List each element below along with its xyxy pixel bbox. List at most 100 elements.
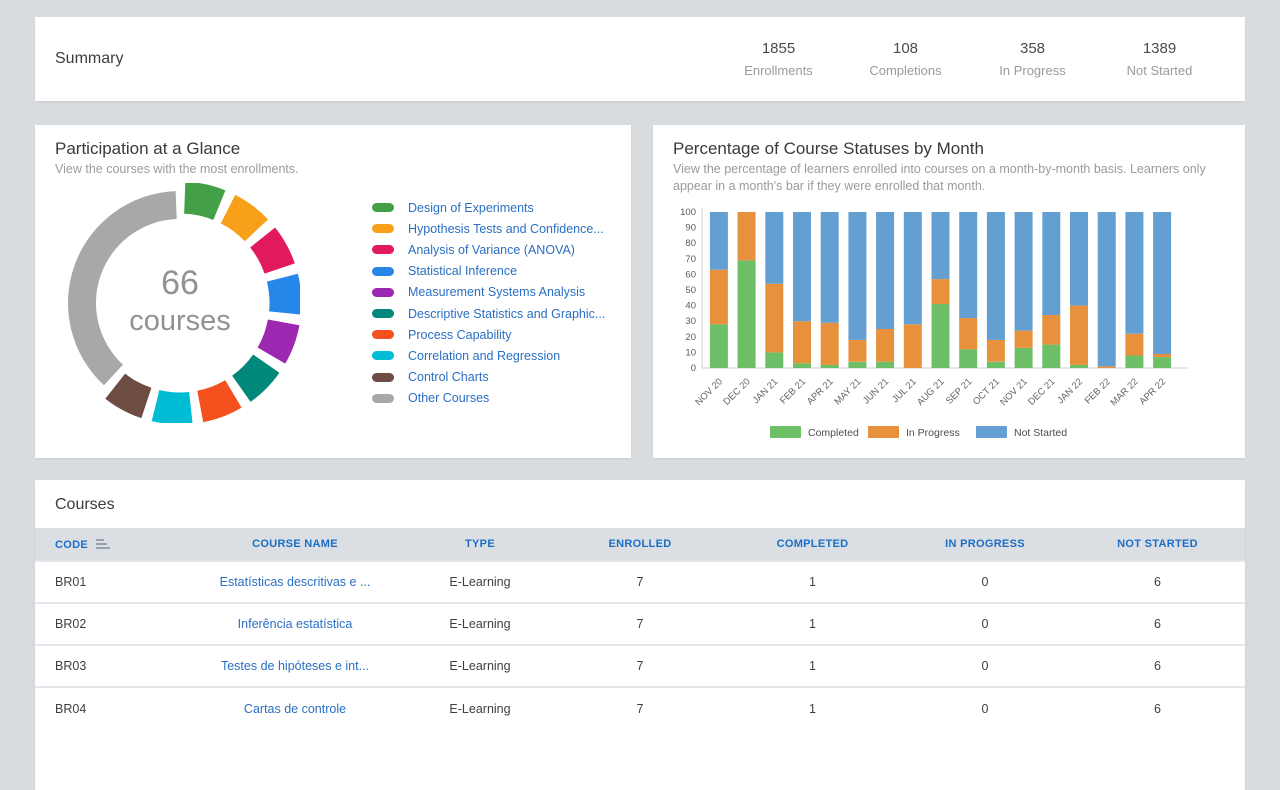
statuses-title: Percentage of Course Statuses by Month	[673, 139, 984, 158]
bar-dec-20[interactable]	[737, 212, 756, 368]
legend-item-analysis-of-variance-anova-[interactable]: Analysis of Variance (ANOVA)	[372, 239, 605, 260]
participation-panel: Participation at a Glance View the cours…	[35, 125, 631, 458]
bar-feb-22[interactable]	[1097, 212, 1116, 368]
donut-svg[interactable]	[60, 181, 302, 425]
donut-segment-other-courses[interactable]	[68, 191, 177, 386]
svg-text:In Progress: In Progress	[906, 427, 960, 439]
donut-segment-descriptive-statistics-and-graphic-[interactable]	[232, 354, 280, 402]
legend-swatch	[372, 203, 394, 213]
bar-jan-21[interactable]	[765, 212, 784, 368]
y-axis-tick: 80	[685, 238, 696, 249]
column-header-course-name[interactable]: COURSE NAME	[185, 528, 405, 561]
course-in-progress: 0	[900, 644, 1070, 687]
bar-jun-21[interactable]	[876, 212, 895, 368]
y-axis-tick: 10	[685, 347, 696, 358]
summary-title: Summary	[55, 50, 124, 67]
x-axis-label: JUN 21	[861, 376, 891, 406]
legend-item-correlation-and-regression[interactable]: Correlation and Regression	[372, 345, 605, 366]
donut-segment-statistical-inference[interactable]	[266, 273, 302, 315]
legend-item-measurement-systems-analysis[interactable]: Measurement Systems Analysis	[372, 282, 605, 303]
participation-donut-chart[interactable]: 66 courses	[60, 181, 302, 425]
column-header-completed[interactable]: COMPLETED	[725, 528, 900, 561]
bar-feb-21[interactable]	[793, 212, 811, 368]
donut-segment-hypothesis-tests-and-confidence-[interactable]	[220, 194, 269, 242]
legend-swatch	[372, 372, 394, 382]
donut-segment-correlation-and-regression[interactable]	[151, 390, 193, 425]
course-in-progress: 0	[900, 602, 1070, 645]
donut-legend: Design of Experiments Hypothesis Tests a…	[372, 197, 605, 409]
y-axis-tick: 70	[685, 254, 696, 265]
bar-dec-21[interactable]	[1042, 212, 1061, 368]
sort-icon[interactable]	[95, 537, 110, 549]
legend-label: Analysis of Variance (ANOVA)	[408, 242, 575, 257]
stat-value: 1855	[761, 40, 796, 57]
column-header-code[interactable]: CODE	[35, 528, 185, 561]
course-enrolled: 7	[555, 686, 725, 729]
bar-legend-item-not-started: Not Started	[976, 426, 1067, 439]
x-axis-label: JAN 22	[1055, 376, 1085, 406]
column-header-enrolled[interactable]: ENROLLED	[555, 528, 725, 561]
course-not-started: 6	[1070, 686, 1245, 729]
stat-label: Enrollments	[744, 63, 813, 78]
legend-label: Statistical Inference	[408, 264, 518, 279]
legend-swatch	[372, 266, 394, 276]
course-type: E-Learning	[405, 686, 555, 729]
course-completed: 1	[725, 602, 900, 645]
legend-label: Other Courses	[408, 391, 490, 406]
course-name-link[interactable]: Inferência estatística	[185, 602, 405, 645]
donut-segment-process-capability[interactable]	[197, 380, 242, 423]
bar-apr-21[interactable]	[820, 212, 839, 368]
bar-nov-21[interactable]	[1014, 212, 1033, 368]
donut-segment-analysis-of-variance-anova-[interactable]	[250, 227, 295, 274]
bar-sep-21[interactable]	[959, 212, 978, 368]
bar-mar-22[interactable]	[1125, 212, 1144, 368]
x-axis-label: DEC 20	[721, 376, 752, 407]
bar-jul-21[interactable]	[903, 212, 922, 368]
stat-label: In Progress	[999, 63, 1066, 78]
bar-nov-20[interactable]	[709, 212, 728, 368]
courses-card: Courses CODE COURSE NAME TYPE ENROLLED COMPL…	[35, 480, 1245, 790]
bar-jan-22[interactable]	[1070, 212, 1088, 368]
statuses-subtitle: View the percentage of learners enrolled…	[673, 162, 1206, 193]
course-type: E-Learning	[405, 560, 555, 603]
participation-subtitle: View the courses with the most enrollmen…	[55, 162, 299, 176]
x-axis-label: SEP 21	[944, 376, 974, 406]
legend-item-hypothesis-tests-and-confidence-[interactable]: Hypothesis Tests and Confidence...	[372, 218, 605, 239]
legend-item-descriptive-statistics-and-graphic-[interactable]: Descriptive Statistics and Graphic...	[372, 303, 605, 324]
legend-swatch	[372, 287, 394, 297]
participation-title: Participation at a Glance	[55, 139, 241, 158]
course-code: BR03	[35, 644, 185, 687]
legend-item-process-capability[interactable]: Process Capability	[372, 324, 605, 345]
donut-segment-design-of-experiments[interactable]	[184, 181, 226, 220]
course-enrolled: 7	[555, 602, 725, 645]
legend-swatch	[372, 224, 394, 234]
legend-swatch	[372, 330, 394, 340]
course-name-link[interactable]: Cartas de controle	[185, 686, 405, 729]
x-axis-label: DEC 21	[1026, 376, 1057, 407]
bar-aug-21[interactable]	[931, 212, 950, 368]
bar-oct-21[interactable]	[986, 212, 1005, 368]
course-name-link[interactable]: Testes de hipóteses e int...	[185, 644, 405, 687]
legend-item-other-courses[interactable]: Other Courses	[372, 388, 605, 409]
courses-title: Courses	[55, 496, 115, 513]
course-code: BR01	[35, 560, 185, 603]
donut-segment-control-charts[interactable]	[105, 373, 152, 419]
column-header-in-progress[interactable]: IN PROGRESS	[900, 528, 1070, 561]
donut-segment-measurement-systems-analysis[interactable]	[257, 319, 300, 364]
bar-legend-item-completed: Completed	[770, 426, 859, 439]
course-completed: 1	[725, 560, 900, 603]
stat-value: 358	[1019, 40, 1046, 57]
legend-item-statistical-inference[interactable]: Statistical Inference	[372, 261, 605, 282]
course-not-started: 6	[1070, 644, 1245, 687]
y-axis-tick: 50	[685, 285, 696, 296]
legend-item-design-of-experiments[interactable]: Design of Experiments	[372, 197, 605, 218]
column-header-not-started[interactable]: NOT STARTED	[1070, 528, 1245, 561]
legend-item-control-charts[interactable]: Control Charts	[372, 367, 605, 388]
y-axis-tick: 30	[685, 316, 696, 327]
bar-may-21[interactable]	[848, 212, 867, 368]
course-name-link[interactable]: Estatísticas descritivas e ...	[185, 560, 405, 603]
bar-apr-22[interactable]	[1153, 212, 1172, 368]
summary-card: Summary 1855 Enrollments 108 Completions 3…	[35, 17, 1245, 101]
column-header-type[interactable]: TYPE	[405, 528, 555, 561]
